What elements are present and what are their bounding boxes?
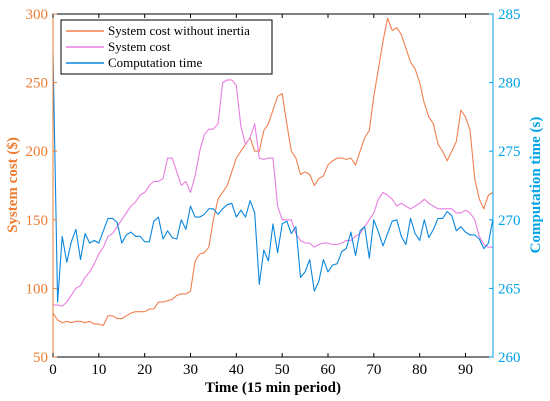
left-axis-title: System cost ($) [5, 137, 21, 233]
x-tick-label: 40 [229, 362, 244, 378]
left-tick-label: 250 [26, 76, 49, 92]
left-tick-label: 150 [26, 213, 49, 229]
x-tick-label: 0 [49, 362, 57, 378]
x-tick-label: 60 [321, 362, 336, 378]
x-tick-label: 90 [458, 362, 473, 378]
x-tick-label: 80 [412, 362, 427, 378]
x-tick-label: 10 [91, 362, 106, 378]
x-tick-label: 50 [275, 362, 290, 378]
left-tick-label: 300 [26, 7, 49, 23]
x-tick-label: 70 [366, 362, 381, 378]
x-tick-label: 30 [183, 362, 198, 378]
x-axis-title: Time (15 min period) [205, 380, 341, 396]
series-layer [52, 17, 494, 326]
legend-label-computation-time: Computation time [108, 55, 202, 70]
x-axis-ticks: 0 10 20 30 40 50 60 70 80 90 [49, 14, 473, 378]
right-tick-label: 260 [498, 350, 521, 366]
right-tick-label: 275 [498, 144, 521, 160]
legend: System cost without inertia System cost … [60, 19, 273, 75]
right-tick-label: 280 [498, 76, 521, 92]
left-tick-label: 50 [33, 350, 48, 366]
right-axis-title: Computation time (s) [528, 117, 544, 254]
left-tick-label: 200 [26, 144, 49, 160]
right-axis-ticks: 260 265 270 275 280 285 [489, 7, 521, 366]
legend-label-no-inertia: System cost without inertia [108, 23, 250, 38]
right-tick-label: 285 [498, 7, 521, 23]
left-tick-label: 100 [26, 281, 49, 297]
right-tick-label: 265 [498, 281, 521, 297]
legend-label-system-cost: System cost [108, 39, 171, 54]
series-line-system-cost-without-inertia [52, 17, 494, 326]
x-tick-label: 20 [137, 362, 152, 378]
left-axis-ticks: 50 100 150 200 250 300 [26, 7, 57, 366]
series-line-system-cost [53, 79, 493, 307]
right-tick-label: 270 [498, 213, 521, 229]
series-line-computation-time [52, 52, 494, 303]
